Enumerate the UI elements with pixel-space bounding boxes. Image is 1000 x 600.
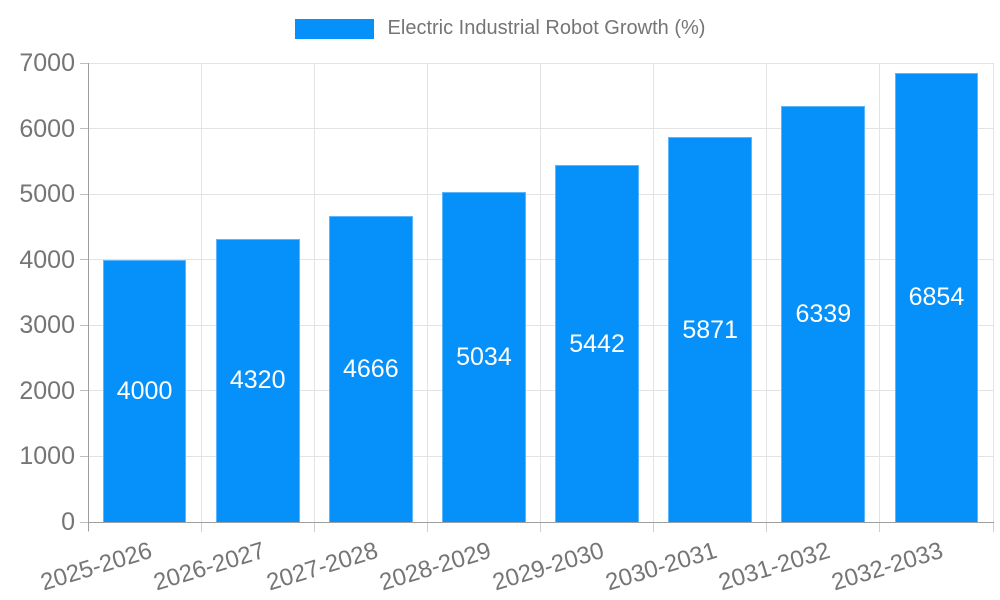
- y-axis-tick: [80, 259, 88, 261]
- x-axis-tick: [200, 523, 202, 532]
- y-axis-tick: [80, 193, 88, 195]
- y-axis-tick-label: 2000: [19, 376, 75, 405]
- bar[interactable]: 5871: [668, 137, 753, 522]
- h-gridline: [88, 62, 994, 64]
- bar[interactable]: 4320: [215, 238, 300, 522]
- legend-swatch-icon: [294, 18, 374, 39]
- bar-value-label: 4320: [229, 366, 286, 395]
- bar-value-label: 5871: [682, 315, 738, 344]
- bar-value-label: 6339: [795, 300, 852, 329]
- y-axis-tick: [80, 390, 88, 392]
- y-axis-line: [88, 63, 89, 531]
- v-gridline: [992, 63, 994, 522]
- bar[interactable]: 5034: [442, 191, 526, 522]
- y-axis-tick: [80, 324, 88, 326]
- v-gridline: [200, 63, 202, 522]
- y-axis-tick: [80, 62, 88, 64]
- y-axis-tick-label: 5000: [19, 180, 75, 209]
- y-axis-tick-label: 4000: [19, 245, 75, 274]
- legend-label: Electric Industrial Robot Growth (%): [387, 17, 706, 39]
- v-gridline: [879, 63, 881, 522]
- bar[interactable]: 4000: [102, 259, 187, 522]
- x-axis-line: [88, 522, 994, 523]
- v-gridline: [766, 63, 768, 522]
- y-axis-tick-label: 7000: [19, 49, 75, 77]
- h-gridline: [88, 259, 994, 261]
- y-axis-tick-label: 6000: [19, 114, 75, 143]
- v-gridline: [653, 63, 655, 522]
- bar-value-label: 5442: [569, 329, 625, 358]
- x-axis-tick: [879, 523, 881, 532]
- h-gridline: [88, 390, 994, 392]
- h-gridline: [88, 193, 994, 195]
- bar[interactable]: 4666: [328, 216, 413, 522]
- bar-value-label: 6854: [908, 283, 965, 312]
- h-gridline: [88, 324, 994, 326]
- y-axis-tick: [80, 521, 88, 523]
- y-axis-tick-label: 3000: [19, 311, 75, 340]
- bar[interactable]: 6854: [894, 72, 979, 522]
- bar[interactable]: 5442: [555, 165, 639, 522]
- v-gridline: [426, 63, 428, 522]
- bar[interactable]: 6339: [781, 106, 866, 522]
- x-axis-tick: [653, 523, 655, 532]
- h-gridline: [88, 128, 994, 130]
- x-axis-tick: [426, 523, 428, 532]
- bar-value-label: 4000: [116, 376, 173, 405]
- v-gridline: [313, 63, 315, 522]
- x-axis-tick: [992, 523, 994, 532]
- x-axis-tick: [766, 523, 768, 532]
- x-axis-tick: [540, 523, 541, 532]
- y-axis-tick-label: 0: [61, 508, 75, 536]
- x-axis-tick: [313, 523, 315, 532]
- bar-value-label: 4666: [342, 355, 399, 383]
- y-axis-tick-label: 1000: [19, 442, 75, 471]
- y-axis-tick: [80, 455, 88, 457]
- bar-value-label: 5034: [456, 342, 512, 371]
- legend[interactable]: Electric Industrial Robot Growth (%): [0, 17, 1000, 40]
- v-gridline: [540, 63, 541, 522]
- y-axis-tick: [80, 128, 88, 130]
- h-gridline: [88, 455, 994, 457]
